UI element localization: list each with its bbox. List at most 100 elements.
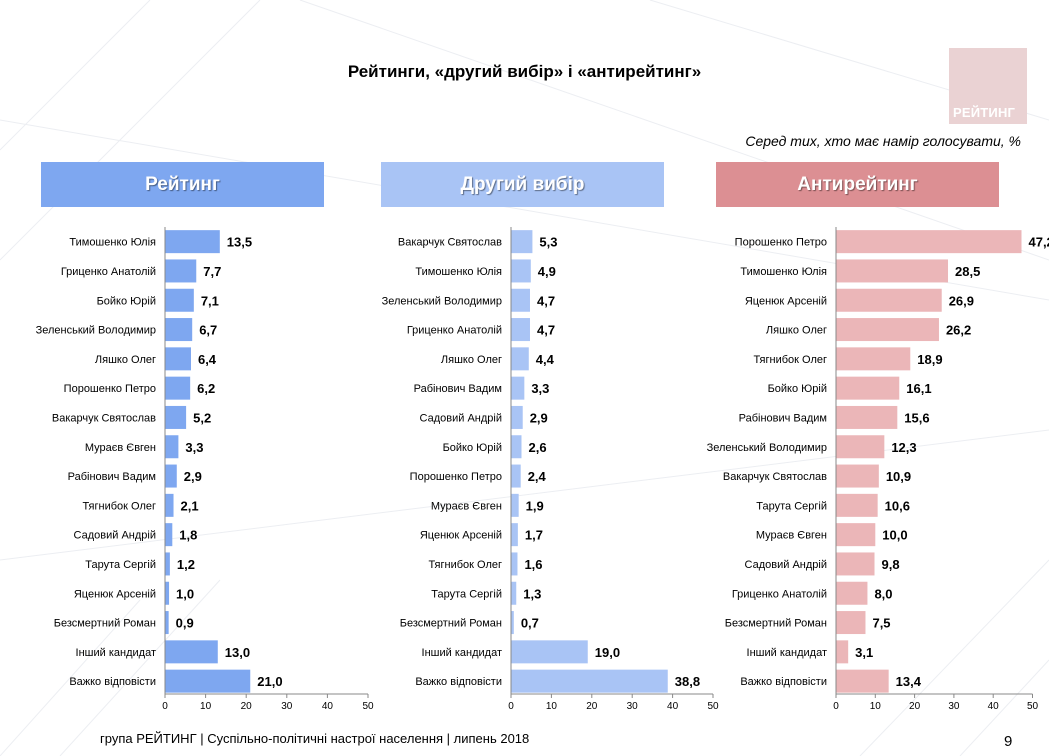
category-label: Тягнибок Олег	[82, 500, 156, 512]
bar	[511, 259, 531, 283]
bar	[511, 405, 523, 429]
bar	[511, 376, 525, 400]
bar	[836, 318, 939, 342]
bar	[511, 435, 522, 459]
bar	[836, 405, 898, 429]
data-label: 26,9	[949, 293, 974, 308]
category-label: Бойко Юрій	[443, 442, 502, 454]
bar	[511, 493, 519, 517]
data-label: 2,1	[181, 498, 199, 513]
bar	[836, 640, 849, 664]
category-label: Інший кандидат	[76, 647, 156, 659]
x-tick-label: 10	[546, 701, 558, 712]
bar	[836, 581, 868, 605]
data-label: 4,9	[538, 264, 556, 279]
data-label: 18,9	[917, 352, 942, 367]
x-tick-label: 40	[667, 701, 679, 712]
category-label: Гриценко Анатолій	[407, 325, 502, 337]
x-tick-label: 30	[948, 701, 960, 712]
data-label: 16,1	[906, 381, 931, 396]
data-label: 1,9	[526, 498, 544, 513]
category-label: Інший кандидат	[747, 647, 827, 659]
bar	[165, 376, 191, 400]
data-label: 1,3	[523, 586, 541, 601]
category-label: Мураєв Євген	[431, 500, 502, 512]
data-label: 2,6	[529, 440, 547, 455]
category-label: Бойко Юрій	[97, 295, 156, 307]
bar	[511, 640, 588, 664]
category-label: Яценюк Арсеній	[74, 588, 156, 600]
category-label: Мураєв Євген	[85, 442, 156, 454]
category-label: Гриценко Анатолій	[732, 588, 827, 600]
category-label: Садовий Андрій	[745, 559, 827, 571]
x-tick-label: 40	[322, 701, 334, 712]
bar	[511, 288, 530, 312]
category-label: Порошенко Петро	[410, 471, 502, 483]
category-label: Тарута Сергій	[431, 588, 502, 600]
category-label: Вакарчук Святослав	[398, 237, 502, 249]
data-label: 5,3	[539, 235, 557, 250]
x-tick-label: 0	[162, 701, 168, 712]
x-tick-label: 20	[241, 701, 253, 712]
x-tick-label: 30	[627, 701, 639, 712]
data-label: 28,5	[955, 264, 980, 279]
category-label: Вакарчук Святослав	[723, 471, 827, 483]
x-tick-label: 40	[988, 701, 1000, 712]
category-label: Рабінович Вадим	[414, 383, 502, 395]
category-label: Порошенко Петро	[64, 383, 156, 395]
category-label: Рабінович Вадим	[68, 471, 156, 483]
data-label: 26,2	[946, 323, 971, 338]
bar	[165, 523, 173, 547]
chart-subtitle: Серед тих, хто має намір голосувати, %	[745, 133, 1021, 149]
category-label: Ляшко Олег	[441, 354, 502, 366]
bar	[165, 493, 174, 517]
category-label: Тимошенко Юлія	[740, 266, 827, 278]
category-label: Безсмертний Роман	[725, 618, 827, 630]
bar	[165, 435, 179, 459]
category-label: Порошенко Петро	[735, 237, 827, 249]
category-label: Тарута Сергій	[756, 500, 827, 512]
data-label: 10,6	[885, 498, 910, 513]
data-label: 1,2	[177, 557, 195, 572]
category-label: Тимошенко Юлія	[69, 237, 156, 249]
bar	[511, 318, 530, 342]
bar	[165, 230, 220, 254]
data-label: 4,7	[537, 293, 555, 308]
logo-text: РЕЙТИНГ	[953, 105, 1016, 120]
category-label: Інший кандидат	[422, 647, 502, 659]
bar	[165, 669, 251, 693]
category-label: Зеленський Володимир	[382, 295, 502, 307]
x-tick-label: 10	[870, 701, 882, 712]
data-label: 2,9	[184, 469, 202, 484]
category-label: Ляшко Олег	[766, 325, 827, 337]
bar	[836, 435, 885, 459]
bar	[511, 552, 518, 576]
data-label: 4,7	[537, 323, 555, 338]
data-label: 3,1	[855, 645, 873, 660]
bar	[165, 552, 170, 576]
bar	[836, 259, 949, 283]
panel-header-second-choice: Другий вибір	[381, 162, 664, 207]
bar	[511, 347, 529, 371]
category-label: Гриценко Анатолій	[61, 266, 156, 278]
x-tick-label: 0	[833, 701, 839, 712]
bar	[165, 640, 218, 664]
data-label: 0,9	[176, 616, 194, 631]
data-label: 0,7	[521, 616, 539, 631]
category-label: Садовий Андрій	[420, 412, 502, 424]
category-label: Важко відповісти	[69, 676, 156, 688]
bar	[511, 581, 517, 605]
x-tick-label: 0	[508, 701, 514, 712]
data-label: 38,8	[675, 674, 700, 689]
category-label: Яценюк Арсеній	[745, 295, 827, 307]
x-tick-label: 20	[586, 701, 598, 712]
bar	[165, 288, 194, 312]
data-label: 10,0	[882, 528, 907, 543]
bar	[836, 552, 875, 576]
data-label: 4,4	[536, 352, 555, 367]
data-label: 1,6	[524, 557, 542, 572]
bar	[165, 581, 170, 605]
category-label: Вакарчук Святослав	[52, 412, 156, 424]
data-label: 2,9	[530, 410, 548, 425]
